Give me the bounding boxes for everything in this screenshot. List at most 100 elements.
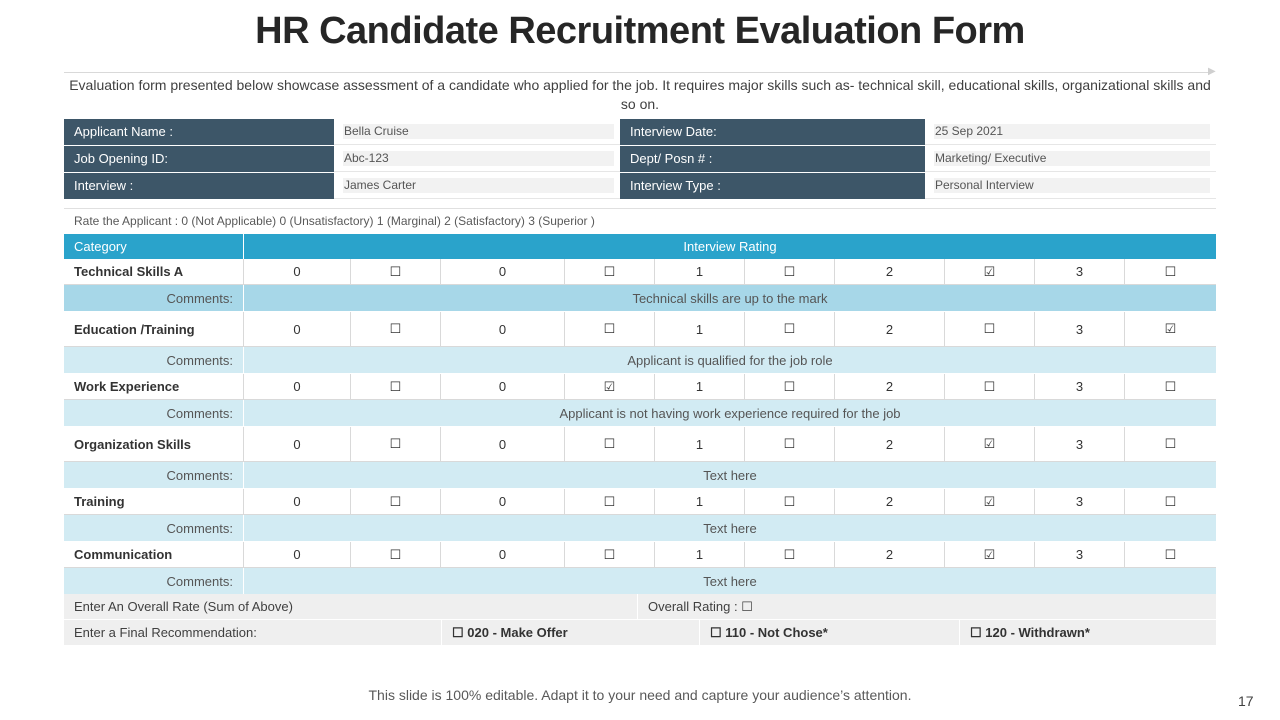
- empty-checkbox-icon[interactable]: ☐: [783, 546, 796, 562]
- category-header: Category: [64, 234, 244, 259]
- skill-row: Organization Skills 0 ☐ 0 ☐ 1 ☐ 2 ☑ 3 ☐: [64, 427, 1216, 462]
- comment-text[interactable]: Applicant is qualified for the job role: [627, 352, 833, 368]
- rating-checkbox-cell: ☐: [351, 489, 441, 514]
- score-label: 2: [835, 312, 945, 346]
- info-divider: [64, 208, 1216, 209]
- empty-checkbox-icon[interactable]: ☐: [783, 378, 796, 394]
- skill-row: Education /Training 0 ☐ 0 ☐ 1 ☐ 2 ☐ 3 ☑: [64, 312, 1216, 347]
- info-row-3: Interview : James Carter Interview Type …: [64, 173, 1216, 200]
- skill-row: Technical Skills A 0 ☐ 0 ☐ 1 ☐ 2 ☑ 3 ☐: [64, 259, 1216, 285]
- empty-checkbox-icon[interactable]: ☐: [783, 493, 796, 509]
- interview-rating-header: Interview Rating: [683, 239, 777, 254]
- score-label: 1: [655, 542, 745, 567]
- overall-rate-row: Enter An Overall Rate (Sum of Above) Ove…: [64, 594, 1216, 619]
- checked-checkbox-icon[interactable]: ☑: [983, 436, 996, 451]
- checked-checkbox-icon[interactable]: ☑: [603, 378, 616, 394]
- empty-checkbox-icon[interactable]: ☐: [603, 493, 616, 509]
- empty-checkbox-icon[interactable]: ☐: [389, 321, 402, 336]
- info-row-1: Applicant Name : Bella Cruise Interview …: [64, 119, 1216, 146]
- score-label: 0: [441, 489, 565, 514]
- overall-rating-field[interactable]: Overall Rating : ☐: [648, 599, 753, 614]
- rating-table: Category Interview Rating Technical Skil…: [64, 234, 1216, 595]
- empty-checkbox-icon[interactable]: ☐: [389, 546, 402, 562]
- dept-cell: Marketing/ Executive: [925, 146, 1216, 172]
- job-opening-label: Job Opening ID:: [64, 146, 334, 172]
- score-label: 2: [835, 489, 945, 514]
- empty-checkbox-icon[interactable]: ☐: [389, 436, 402, 451]
- interviewer-field[interactable]: James Carter: [343, 178, 614, 193]
- rating-checkbox-cell: ☐: [945, 374, 1035, 399]
- title-divider: [64, 72, 1212, 73]
- comment-text[interactable]: Text here: [703, 573, 757, 589]
- score-label: 3: [1035, 312, 1125, 346]
- empty-checkbox-icon[interactable]: ☐: [783, 321, 796, 336]
- empty-checkbox-icon[interactable]: ☐: [1164, 263, 1177, 279]
- empty-checkbox-icon[interactable]: ☐: [1164, 493, 1177, 509]
- empty-checkbox-icon[interactable]: ☐: [783, 263, 796, 279]
- empty-checkbox-icon[interactable]: ☐: [603, 321, 616, 336]
- interview-date-field[interactable]: 25 Sep 2021: [934, 124, 1210, 139]
- checked-checkbox-icon[interactable]: ☑: [983, 546, 996, 562]
- empty-checkbox-icon[interactable]: ☐: [603, 546, 616, 562]
- applicant-info-grid: Applicant Name : Bella Cruise Interview …: [64, 119, 1216, 200]
- page-number: 17: [1238, 693, 1254, 709]
- rating-checkbox-cell: ☐: [745, 259, 835, 284]
- rating-checkbox-cell: ☐: [351, 374, 441, 399]
- option-not-chose[interactable]: ☐ 110 - Not Chose*: [700, 620, 960, 645]
- comment-row: Comments: Applicant is qualified for the …: [64, 347, 1216, 374]
- empty-checkbox-icon[interactable]: ☐: [783, 436, 796, 451]
- checked-checkbox-icon[interactable]: ☑: [983, 263, 996, 279]
- applicant-name-field[interactable]: Bella Cruise: [343, 124, 614, 139]
- comment-text[interactable]: Text here: [703, 467, 757, 483]
- score-label: 3: [1035, 427, 1125, 461]
- score-label: 0: [244, 374, 351, 399]
- empty-checkbox-icon[interactable]: ☐: [983, 378, 996, 394]
- option-withdrawn[interactable]: ☐ 120 - Withdrawn*: [970, 625, 1090, 640]
- rating-body: Technical Skills A 0 ☐ 0 ☐ 1 ☐ 2 ☑ 3 ☐ Comments: Tec…: [64, 259, 1216, 595]
- skill-name: Technical Skills A: [64, 259, 244, 284]
- empty-checkbox-icon[interactable]: ☐: [1164, 546, 1177, 562]
- rating-header-row: Category Interview Rating: [64, 234, 1216, 259]
- skill-name: Education /Training: [64, 312, 244, 346]
- empty-checkbox-icon[interactable]: ☐: [983, 321, 996, 336]
- intro-text: Evaluation form presented below showcase…: [69, 77, 1211, 112]
- rating-checkbox-cell: ☐: [745, 489, 835, 514]
- empty-checkbox-icon[interactable]: ☐: [603, 436, 616, 451]
- comment-text[interactable]: Technical skills are up to the mark: [632, 290, 828, 306]
- interview-type-field[interactable]: Personal Interview: [934, 178, 1210, 193]
- dept-label: Dept/ Posn # :: [620, 146, 925, 172]
- job-opening-field[interactable]: Abc-123: [343, 151, 614, 166]
- option-make-offer[interactable]: ☐ 020 - Make Offer: [442, 620, 700, 645]
- rating-checkbox-cell: ☐: [745, 427, 835, 461]
- score-label: 0: [244, 489, 351, 514]
- score-label: 0: [244, 259, 351, 284]
- rating-checkbox-cell: ☐: [565, 542, 655, 567]
- empty-checkbox-icon[interactable]: ☐: [603, 263, 616, 279]
- empty-checkbox-icon[interactable]: ☐: [1164, 436, 1177, 451]
- dept-field[interactable]: Marketing/ Executive: [934, 151, 1210, 166]
- score-label: 3: [1035, 489, 1125, 514]
- final-recommendation-row: Enter a Final Recommendation: ☐ 020 - Ma…: [64, 620, 1216, 645]
- comments-label: Comments:: [64, 347, 244, 373]
- comments-label: Comments:: [64, 515, 244, 541]
- comment-text[interactable]: Applicant is not having work experience …: [559, 405, 901, 421]
- rating-checkbox-cell: ☐: [565, 427, 655, 461]
- empty-checkbox-icon[interactable]: ☐: [389, 263, 402, 279]
- score-label: 2: [835, 427, 945, 461]
- rating-checkbox-cell: ☑: [565, 374, 655, 399]
- empty-checkbox-icon[interactable]: ☐: [389, 378, 402, 394]
- rating-checkbox-cell: ☐: [1125, 259, 1216, 284]
- empty-checkbox-icon[interactable]: ☐: [1164, 378, 1177, 394]
- comments-label: Comments:: [64, 285, 244, 311]
- score-label: 1: [655, 312, 745, 346]
- interview-date-cell: 25 Sep 2021: [925, 119, 1216, 145]
- comment-text[interactable]: Text here: [703, 520, 757, 536]
- info-row-2: Job Opening ID: Abc-123 Dept/ Posn # : M…: [64, 146, 1216, 173]
- rating-checkbox-cell: ☑: [945, 259, 1035, 284]
- score-label: 2: [835, 374, 945, 399]
- rating-scale-text: Rate the Applicant : 0 (Not Applicable) …: [74, 214, 595, 228]
- checked-checkbox-icon[interactable]: ☑: [983, 493, 996, 509]
- checked-checkbox-icon[interactable]: ☑: [1164, 321, 1177, 336]
- empty-checkbox-icon[interactable]: ☐: [389, 493, 402, 509]
- score-label: 2: [835, 259, 945, 284]
